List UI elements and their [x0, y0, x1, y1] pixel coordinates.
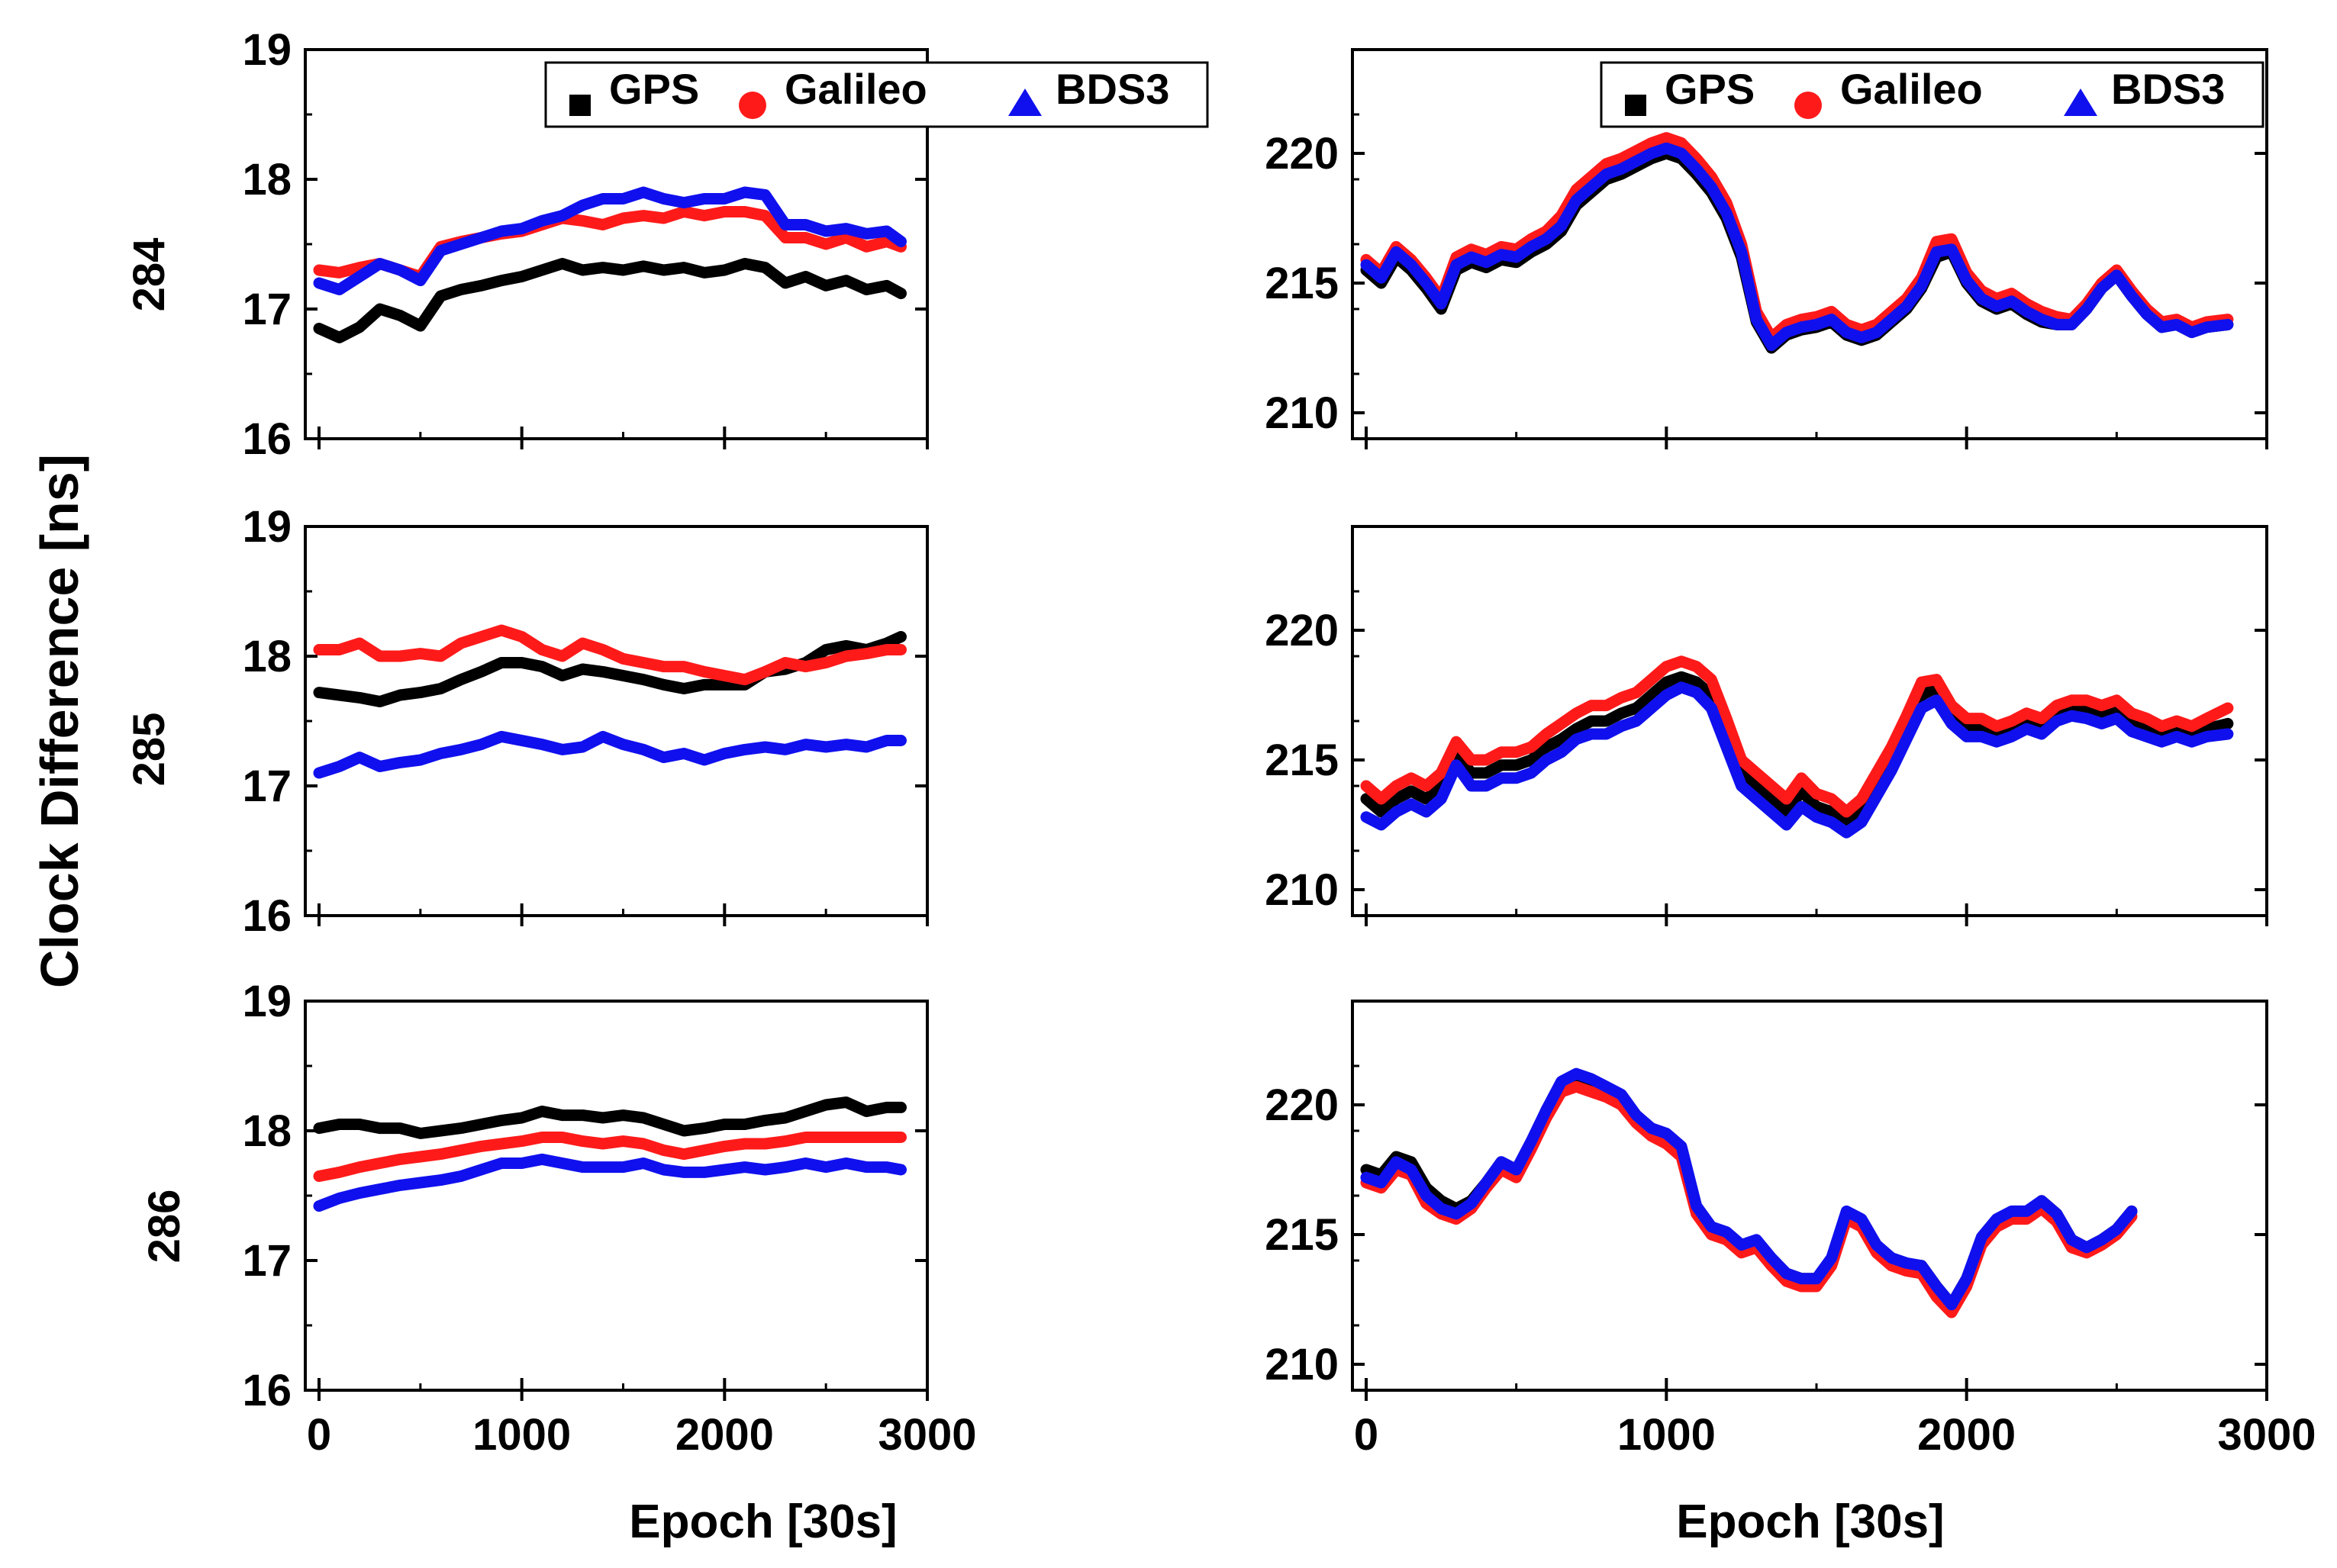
panel-284-right: 210 215 220 [1265, 48, 2268, 449]
x-tick-label: 2000 [675, 1410, 774, 1460]
legend-left: GPS Galileo BDS3 [544, 61, 1209, 128]
legend-marker-galileo [1794, 92, 1822, 119]
y-tick-label: 210 [1265, 1340, 1339, 1389]
series-line-bds3 [313, 1153, 907, 1212]
series-line-gps [1360, 671, 2234, 831]
legend-label-bds3: BDS3 [2111, 65, 2225, 113]
series-line-galileo [1360, 132, 2234, 343]
x-tick-label: 1000 [472, 1410, 571, 1460]
y-tick-label: 220 [1265, 606, 1339, 655]
legend-label-gps: GPS [609, 65, 699, 113]
x-tick-label: 0 [307, 1410, 331, 1460]
y-tick-label: 210 [1265, 388, 1339, 438]
plot-frame [1351, 1000, 2268, 1392]
series-line-bds3 [1360, 142, 2234, 352]
x-axis-title-left: Epoch [30s] [629, 1496, 897, 1548]
panel-285-right: 210 215 220 [1265, 525, 2268, 926]
series-line-bds3 [1360, 1067, 2138, 1311]
plot-frame [304, 525, 929, 917]
y-tick-label: 19 [242, 25, 292, 75]
y-tick-label: 220 [1265, 129, 1339, 179]
legend-box [1600, 61, 2264, 128]
x-tick-label: 1000 [1617, 1410, 1716, 1460]
legend-label-bds3: BDS3 [1056, 65, 1169, 113]
legend-label-galileo: Galileo [785, 65, 927, 113]
y-tick-label: 215 [1265, 736, 1339, 785]
x-tick-label: 0 [1354, 1410, 1378, 1460]
y-axis-title: Clock Difference [ns] [30, 454, 89, 988]
y-tick-label: 18 [242, 155, 292, 204]
x-tick-label: 3000 [2217, 1410, 2316, 1460]
y-tick-label: 19 [242, 977, 292, 1026]
legend-marker-bds3 [1008, 89, 1042, 116]
legend-marker-bds3 [2064, 89, 2097, 116]
legend-right: GPS Galileo BDS3 [1600, 61, 2264, 128]
legend-marker-galileo [739, 92, 766, 119]
series-line-gps [313, 258, 907, 343]
panel-285-left: 16 17 18 19 [242, 502, 929, 941]
series-line-bds3 [313, 730, 907, 779]
y-tick-label: 19 [242, 502, 292, 552]
x-axis-title-right: Epoch [30s] [1676, 1496, 1944, 1548]
legend-box [544, 61, 1209, 128]
series-line-galileo [313, 1132, 907, 1182]
row-label-286: 286 [140, 1190, 189, 1264]
y-tick-label: 17 [242, 1236, 292, 1286]
series-line-galileo [1360, 655, 2234, 818]
series-line-bds3 [1360, 681, 2234, 839]
legend-label-gps: GPS [1665, 65, 1755, 113]
y-tick-label: 16 [242, 891, 292, 941]
series-line-bds3 [313, 186, 907, 295]
series-line-gps [313, 1096, 907, 1139]
y-tick-label: 18 [242, 1106, 292, 1156]
legend-marker-gps [1625, 95, 1646, 116]
plot-frame [304, 1000, 929, 1392]
row-label-284: 284 [124, 238, 174, 312]
y-tick-label: 220 [1265, 1080, 1339, 1130]
y-tick-label: 17 [242, 285, 292, 334]
legend-marker-gps [569, 95, 591, 116]
panel-286-left: 16 17 18 19 0 1000 2000 3000 [242, 977, 976, 1460]
y-tick-label: 17 [242, 761, 292, 811]
y-tick-label: 215 [1265, 1210, 1339, 1260]
y-tick-label: 16 [242, 1366, 292, 1415]
series-line-galileo [313, 624, 907, 686]
row-label-285: 285 [124, 713, 174, 787]
y-tick-label: 210 [1265, 865, 1339, 915]
x-tick-label: 3000 [878, 1410, 976, 1460]
legend-label-galileo: Galileo [1840, 65, 1983, 113]
panel-286-right: 210 215 220 0 1000 2000 3000 [1265, 1000, 2316, 1460]
y-tick-label: 215 [1265, 259, 1339, 308]
panel-284-left: 16 17 18 19 [242, 25, 929, 464]
x-tick-label: 2000 [1917, 1410, 2016, 1460]
y-tick-label: 16 [242, 414, 292, 464]
y-tick-label: 18 [242, 632, 292, 681]
